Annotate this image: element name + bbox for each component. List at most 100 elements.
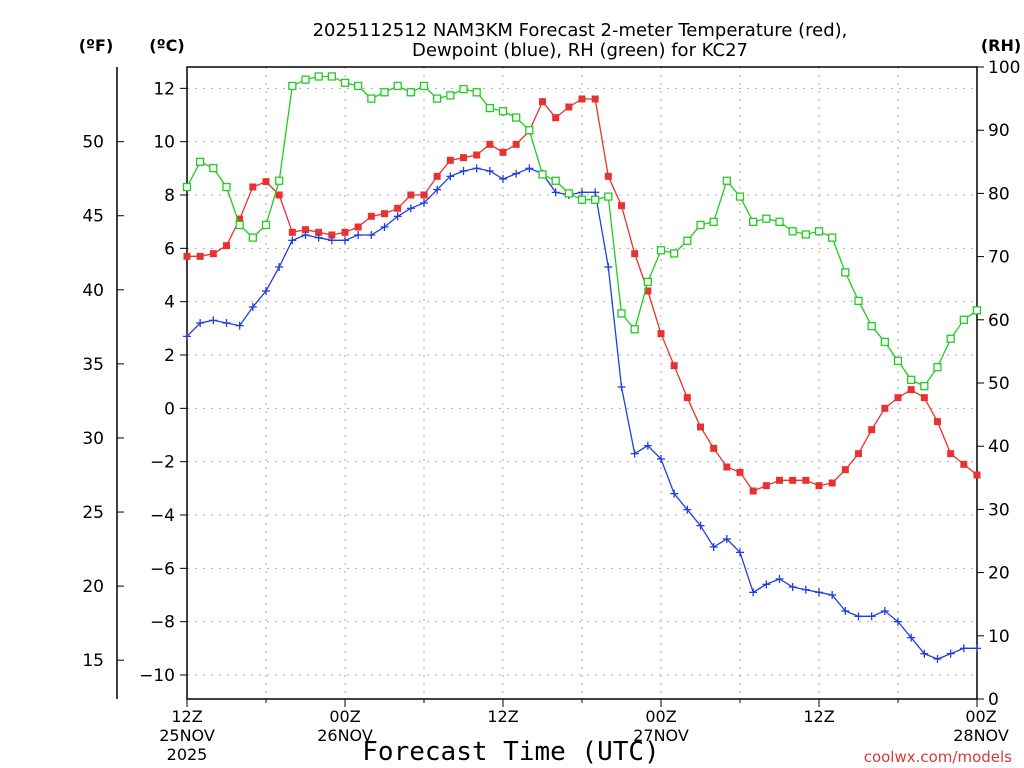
- fahrenheit-tick-label: 20: [82, 577, 104, 597]
- celsius-tick-label: 10: [153, 133, 175, 153]
- temperature-point: [894, 394, 902, 402]
- celsius-tick-label: 2: [164, 346, 175, 366]
- temperature-point: [433, 172, 441, 180]
- dewpoint-point: [420, 199, 428, 207]
- rh-point: [288, 81, 297, 91]
- rh-point: [630, 325, 639, 334]
- axes: [116, 66, 978, 700]
- dewpoint-point: [854, 612, 863, 621]
- rh-point: [722, 176, 731, 185]
- celsius-tick-label: 6: [164, 239, 175, 259]
- temperature-point: [499, 148, 507, 156]
- rh-point: [248, 233, 257, 242]
- rh-point: [880, 337, 889, 347]
- celsius-tick-label: 4: [164, 293, 175, 313]
- dewpoint-point: [406, 204, 415, 213]
- temperature-point: [407, 191, 415, 199]
- rh-tick-label: 60: [988, 311, 1010, 331]
- dewpoint-point: [643, 441, 652, 450]
- dewpoint-point: [393, 212, 402, 221]
- temperature-point: [446, 156, 454, 164]
- rh-point: [709, 217, 718, 226]
- rh-point: [235, 220, 244, 230]
- dewpoint-point: [301, 231, 310, 239]
- dewpoint-point: [841, 607, 850, 615]
- credit-text: coolwx.com/models: [864, 748, 1012, 766]
- rh-point: [538, 170, 547, 179]
- temperature-point: [196, 252, 204, 260]
- dewpoint-point: [946, 649, 955, 658]
- rh-point: [406, 88, 415, 97]
- temperature-point: [697, 423, 704, 431]
- temperature-point: [868, 426, 876, 434]
- dewpoint-point: [327, 236, 336, 245]
- dewpoint-point: [235, 321, 244, 330]
- dewpoint-point: [446, 172, 455, 181]
- dewpoint-point: [973, 644, 981, 653]
- chart-title-line1: 2025112512 NAM3KM Forecast 2-meter Tempe…: [313, 20, 848, 41]
- dewpoint-point: [525, 164, 534, 173]
- dewpoint-point: [736, 548, 744, 557]
- rh-point: [762, 214, 771, 223]
- dewpoint-point: [762, 580, 771, 589]
- dewpoint-point: [222, 319, 231, 327]
- fahrenheit-tick-label: 15: [82, 651, 104, 671]
- temperature-point: [855, 450, 862, 458]
- rh-point: [959, 315, 968, 324]
- temperature-point: [920, 394, 928, 402]
- fahrenheit-unit-label: (ºF): [79, 36, 114, 55]
- rh-point: [485, 103, 494, 113]
- temperature-point: [249, 183, 257, 191]
- temperature-point: [223, 242, 230, 250]
- temperature-point: [367, 212, 375, 220]
- fahrenheit-tick-label: 25: [82, 503, 104, 523]
- time-tick-label: 00Z: [329, 707, 360, 726]
- temperature-point: [552, 114, 560, 122]
- temperature-point: [473, 151, 481, 159]
- rh-point: [617, 309, 626, 318]
- dewpoint-point: [933, 655, 942, 663]
- dewpoint-point: [788, 583, 797, 591]
- rh-tick-label: 50: [988, 374, 1010, 394]
- rh-point: [854, 296, 863, 305]
- dewpoint-point: [459, 167, 468, 175]
- time-tick-label: 12Z: [803, 707, 834, 726]
- rh-point: [209, 163, 218, 173]
- rh-point: [340, 78, 350, 87]
- rh-point: [841, 268, 850, 277]
- temperature-point: [394, 204, 402, 212]
- temperature-point: [736, 468, 744, 476]
- rh-point: [696, 220, 705, 230]
- temperature-point: [565, 103, 573, 111]
- temperature-point: [315, 228, 323, 236]
- dewpoint-point: [815, 588, 823, 597]
- data-series: [182, 72, 982, 663]
- temperature-point: [341, 228, 349, 236]
- dewpoint-point: [288, 236, 297, 245]
- rh-point: [182, 182, 192, 192]
- rh-ticks: 0 10 20 30 40 50 60 70 80 90 100: [977, 58, 1020, 710]
- fahrenheit-ticks: 15 20 25 30 35 40 45 50: [82, 133, 124, 671]
- celsius-tick-label: −10: [139, 666, 175, 686]
- dewpoint-point: [485, 167, 494, 175]
- rh-point: [735, 192, 745, 201]
- rh-tick-label: 30: [988, 500, 1010, 520]
- celsius-tick-label: −2: [150, 453, 175, 473]
- rh-point: [380, 88, 389, 97]
- dewpoint-point: [472, 164, 481, 173]
- rh-tick-label: 20: [988, 564, 1010, 584]
- rh-point: [643, 277, 652, 287]
- rh-point: [907, 375, 916, 384]
- chart-title-line2: Dewpoint (blue), RH (green) for KC27: [412, 40, 748, 61]
- dewpoint-point: [551, 188, 560, 197]
- rh-tick-label: 40: [988, 437, 1010, 457]
- rh-point: [564, 189, 573, 198]
- rh-point: [551, 176, 560, 185]
- dewpoint-point: [959, 644, 968, 653]
- rh-point: [419, 81, 429, 91]
- rh-point: [525, 126, 534, 135]
- time-tick-label: 00Z: [645, 707, 676, 726]
- dewpoint-point: [341, 236, 349, 245]
